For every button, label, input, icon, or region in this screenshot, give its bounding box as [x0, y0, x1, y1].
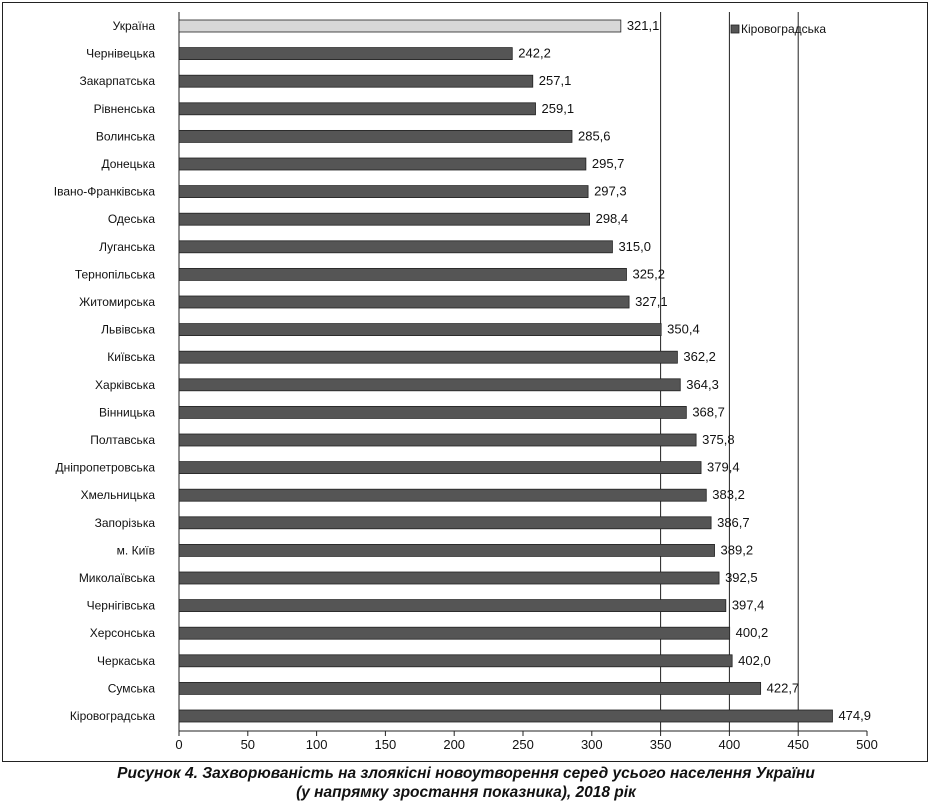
category-label: Миколаївська	[79, 571, 156, 585]
x-tick-label: 150	[375, 737, 397, 752]
bar	[178, 405, 687, 419]
bar	[178, 212, 590, 226]
value-label: 327,1	[635, 294, 668, 309]
bar	[178, 654, 733, 668]
bar	[178, 240, 613, 254]
bar	[178, 102, 536, 116]
value-label: 389,2	[721, 542, 754, 557]
bar	[178, 185, 589, 199]
category-label: Хмельницька	[81, 488, 156, 502]
x-tick-label: 350	[650, 737, 672, 752]
bar	[178, 682, 762, 695]
value-label: 474,9	[838, 708, 871, 723]
category-label: Тернопільська	[75, 267, 155, 281]
x-tick-label: 250	[512, 737, 534, 752]
bar	[178, 47, 513, 60]
category-label: Херсонська	[90, 626, 156, 640]
value-label: 350,4	[667, 322, 700, 337]
bar	[178, 709, 833, 723]
value-label: 259,1	[542, 101, 575, 116]
x-tick-label: 100	[306, 737, 328, 752]
value-label: 295,7	[592, 156, 625, 171]
bar	[178, 350, 678, 364]
value-label: 362,2	[683, 349, 716, 364]
bar	[178, 157, 587, 171]
legend-label: Кіровоградська	[741, 22, 826, 36]
bar	[178, 461, 702, 475]
value-label: 383,2	[712, 487, 745, 502]
category-label: Рівненська	[94, 102, 156, 116]
bar-chart: 0 50 100 150 200 250 300 350 400 450 500 Україна 321…	[54, 12, 878, 752]
x-tick-label: 500	[856, 737, 878, 752]
category-label: Вінницька	[99, 405, 155, 419]
bar	[178, 378, 681, 392]
value-label: 242,2	[518, 46, 551, 61]
bar	[178, 544, 715, 557]
value-label: 379,4	[707, 460, 740, 475]
category-label: Україна	[113, 19, 156, 33]
category-label: Кіровоградська	[70, 709, 155, 723]
category-label: Луганська	[99, 240, 155, 254]
x-tick-label: 0	[175, 737, 182, 752]
value-label: 364,3	[686, 377, 719, 392]
value-label: 397,4	[732, 598, 765, 613]
category-label: Полтавська	[90, 433, 155, 447]
value-label: 297,3	[594, 184, 627, 199]
value-label: 321,1	[627, 18, 660, 33]
category-label: м. Київ	[117, 543, 155, 557]
category-label: Сумська	[108, 681, 156, 695]
category-label: Київська	[107, 350, 155, 364]
value-label: 402,0	[738, 653, 771, 668]
category-label: Закарпатська	[80, 74, 156, 88]
value-label: 375,8	[702, 432, 735, 447]
category-label: Донецька	[101, 157, 155, 171]
x-tick-label: 300	[581, 737, 603, 752]
bar	[178, 571, 720, 585]
bar	[178, 74, 534, 88]
value-label: 392,5	[725, 570, 758, 585]
legend-swatch	[730, 24, 740, 34]
category-label: Черкаська	[97, 654, 155, 668]
value-label: 400,2	[736, 625, 769, 640]
bar	[178, 599, 727, 612]
value-label: 285,6	[578, 128, 611, 143]
bar	[178, 19, 622, 33]
category-label: Чернівецька	[86, 47, 155, 61]
caption-line-2: (у напрямку зростання показника), 2018 р…	[296, 784, 636, 801]
value-label: 257,1	[539, 73, 572, 88]
category-label: Івано-Франківська	[54, 185, 156, 199]
value-label: 422,7	[767, 680, 800, 695]
category-label: Чернігівська	[87, 599, 156, 613]
category-label: Харківська	[95, 378, 155, 392]
caption-line-1: Рисунок 4. Захворюваність на злоякісні н…	[117, 765, 815, 782]
category-label: Житомирська	[79, 295, 155, 309]
bar	[178, 129, 573, 143]
bar	[178, 626, 731, 640]
value-label: 386,7	[717, 515, 750, 530]
value-label: 315,0	[618, 239, 651, 254]
value-label: 298,4	[596, 211, 629, 226]
category-label: Волинська	[96, 129, 156, 143]
bar	[178, 516, 712, 530]
value-label: 368,7	[692, 404, 725, 419]
category-label: Дніпропетровська	[55, 461, 155, 475]
bar	[178, 267, 627, 281]
x-tick-label: 200	[443, 737, 465, 752]
x-tick-label: 450	[787, 737, 809, 752]
category-label: Одеська	[108, 212, 156, 226]
category-label: Запорізька	[95, 516, 156, 530]
bar	[178, 488, 707, 502]
chart-frame	[2, 2, 928, 762]
figure-caption: Рисунок 4. Захворюваність на злоякісні н…	[0, 764, 932, 802]
bar	[178, 295, 630, 309]
bar	[178, 433, 697, 447]
x-tick-label: 50	[241, 737, 255, 752]
category-label: Львівська	[101, 323, 155, 337]
x-tick-label: 400	[719, 737, 741, 752]
value-label: 325,2	[632, 266, 665, 281]
bar	[178, 323, 662, 337]
